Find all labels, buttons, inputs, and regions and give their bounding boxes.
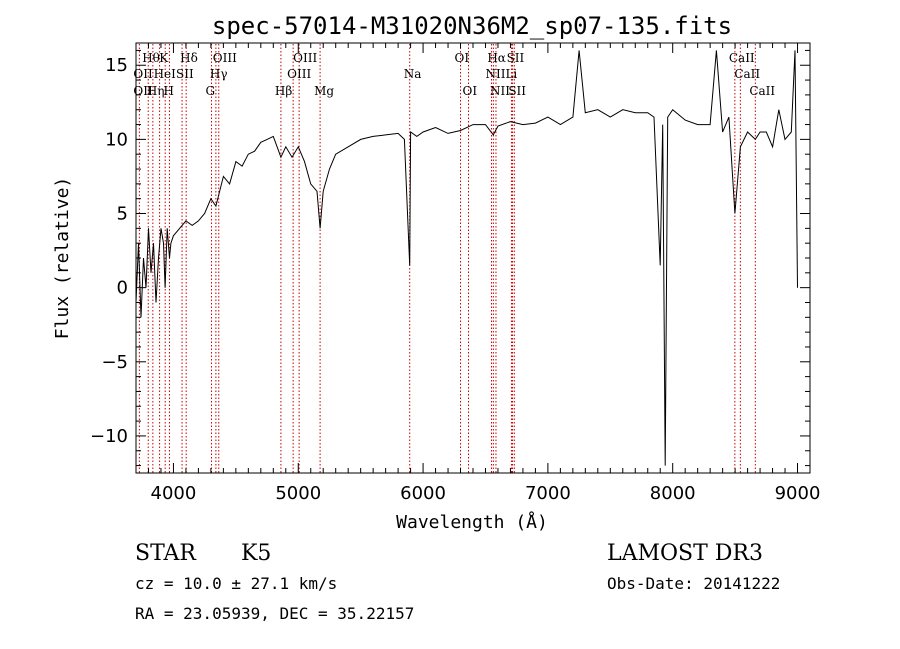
line-label: SII — [176, 67, 194, 81]
line-label: OI — [455, 51, 470, 65]
survey-name: LAMOST DR3 — [607, 541, 763, 566]
y-axis-ticks: −10 −5 0 5 10 15 — [90, 49, 810, 467]
y-tick-label: 10 — [105, 129, 128, 150]
line-label: Na — [404, 67, 422, 81]
redshift-velocity: cz = 10.0 ± 27.1 km/s — [135, 574, 337, 593]
line-label: Hθ — [142, 51, 160, 65]
x-tick-label: 4000 — [151, 483, 197, 504]
line-label: Li — [505, 67, 517, 81]
line-label: CaII — [729, 51, 755, 65]
y-tick-label: −5 — [101, 352, 128, 373]
line-label: OIII — [293, 51, 317, 65]
line-label: SII — [508, 84, 526, 98]
y-tick-label: 0 — [117, 278, 128, 299]
y-tick-label: 15 — [105, 55, 128, 76]
y-tick-label: 5 — [117, 204, 128, 225]
line-label: OI — [463, 84, 478, 98]
line-label: CaII — [734, 67, 760, 81]
spectrum-line — [135, 50, 798, 466]
line-label: G — [206, 84, 216, 98]
spectral-line-markers — [138, 44, 756, 473]
line-label: Hα — [487, 51, 506, 65]
line-label: Hβ — [275, 84, 292, 98]
object-class: STAR — [135, 541, 197, 566]
x-axis-ticks: 4000 5000 6000 7000 8000 9000 — [135, 43, 821, 504]
line-label: NII — [490, 84, 510, 98]
x-tick-label: 8000 — [650, 483, 696, 504]
observation-date: Obs-Date: 20141222 — [607, 574, 780, 593]
line-label: SII — [507, 51, 525, 65]
line-label: CaII — [749, 84, 775, 98]
line-label: OIII — [213, 51, 237, 65]
line-label: Hγ — [210, 67, 228, 81]
line-label: HeI — [154, 67, 177, 81]
line-label: NII — [485, 67, 505, 81]
line-label: OII — [133, 67, 153, 81]
y-tick-label: −10 — [90, 426, 128, 447]
line-label: Hη — [147, 84, 165, 98]
x-tick-label: 5000 — [275, 483, 321, 504]
coordinates: RA = 23.05939, DEC = 35.22157 — [135, 604, 414, 623]
x-axis-title: Wavelength (Å) — [396, 511, 548, 533]
chart-title: spec-57014-M31020N36M2_sp07-135.fits — [212, 12, 732, 40]
line-label: K — [159, 51, 169, 65]
line-label: H — [163, 84, 173, 98]
object-subclass: K5 — [241, 541, 271, 566]
line-label: Hδ — [180, 51, 198, 65]
line-label: OIII — [287, 67, 311, 81]
line-label: Mg — [314, 84, 334, 98]
x-tick-label: 9000 — [775, 483, 821, 504]
plot-frame — [135, 42, 811, 474]
x-tick-label: 6000 — [400, 483, 446, 504]
y-axis-title: Flux (relative) — [52, 177, 73, 340]
x-tick-label: 7000 — [525, 483, 571, 504]
